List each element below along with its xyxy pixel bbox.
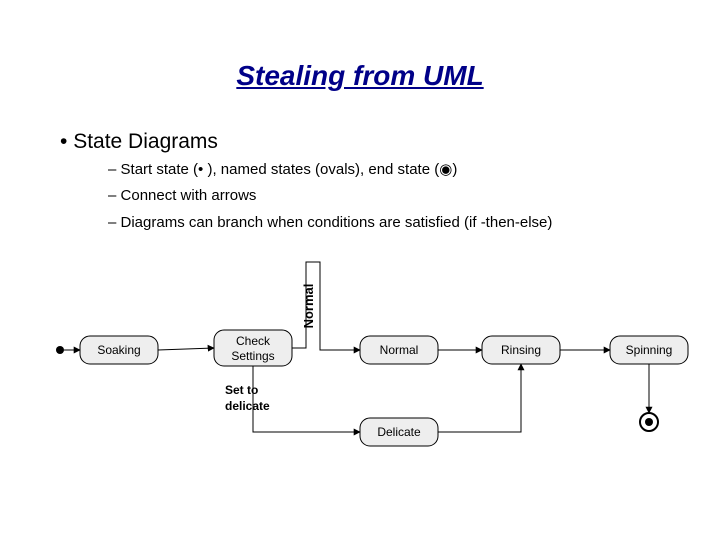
end-state-outer-icon xyxy=(640,413,658,431)
page-title: Stealing from UML xyxy=(0,0,720,92)
bullet-state-diagrams: State Diagrams xyxy=(0,92,720,154)
edge-check-delicate xyxy=(253,366,360,432)
sub-bullet-2: Diagrams can branch when conditions are … xyxy=(0,207,720,233)
state-label-delicate: Delicate xyxy=(377,425,421,439)
edge-delicate-rinsing xyxy=(438,364,521,432)
start-state-icon xyxy=(56,346,64,354)
end-state-inner-icon xyxy=(645,418,653,426)
state-label-check-2: Settings xyxy=(231,349,274,363)
edge-check-normal xyxy=(292,262,360,350)
state-label-normal: Normal xyxy=(380,343,419,357)
state-normal xyxy=(360,336,438,364)
state-rinsing xyxy=(482,336,560,364)
edge-soaking-check xyxy=(158,348,214,350)
state-delicate xyxy=(360,418,438,446)
state-label-soaking: Soaking xyxy=(97,343,140,357)
edge-label-check-delicate-2: delicate xyxy=(225,399,270,413)
state-label-check-1: Check xyxy=(236,334,271,348)
sub-bullet-1: Connect with arrows xyxy=(0,180,720,206)
edge-label-check-normal: Normal xyxy=(301,284,316,329)
state-label-rinsing: Rinsing xyxy=(501,343,541,357)
state-check xyxy=(214,330,292,366)
edge-label-check-delicate-1: Set to xyxy=(225,383,258,397)
state-spinning xyxy=(610,336,688,364)
state-label-spinning: Spinning xyxy=(626,343,673,357)
sub-bullet-0: Start state (• ), named states (ovals), … xyxy=(0,154,720,180)
state-soaking xyxy=(80,336,158,364)
